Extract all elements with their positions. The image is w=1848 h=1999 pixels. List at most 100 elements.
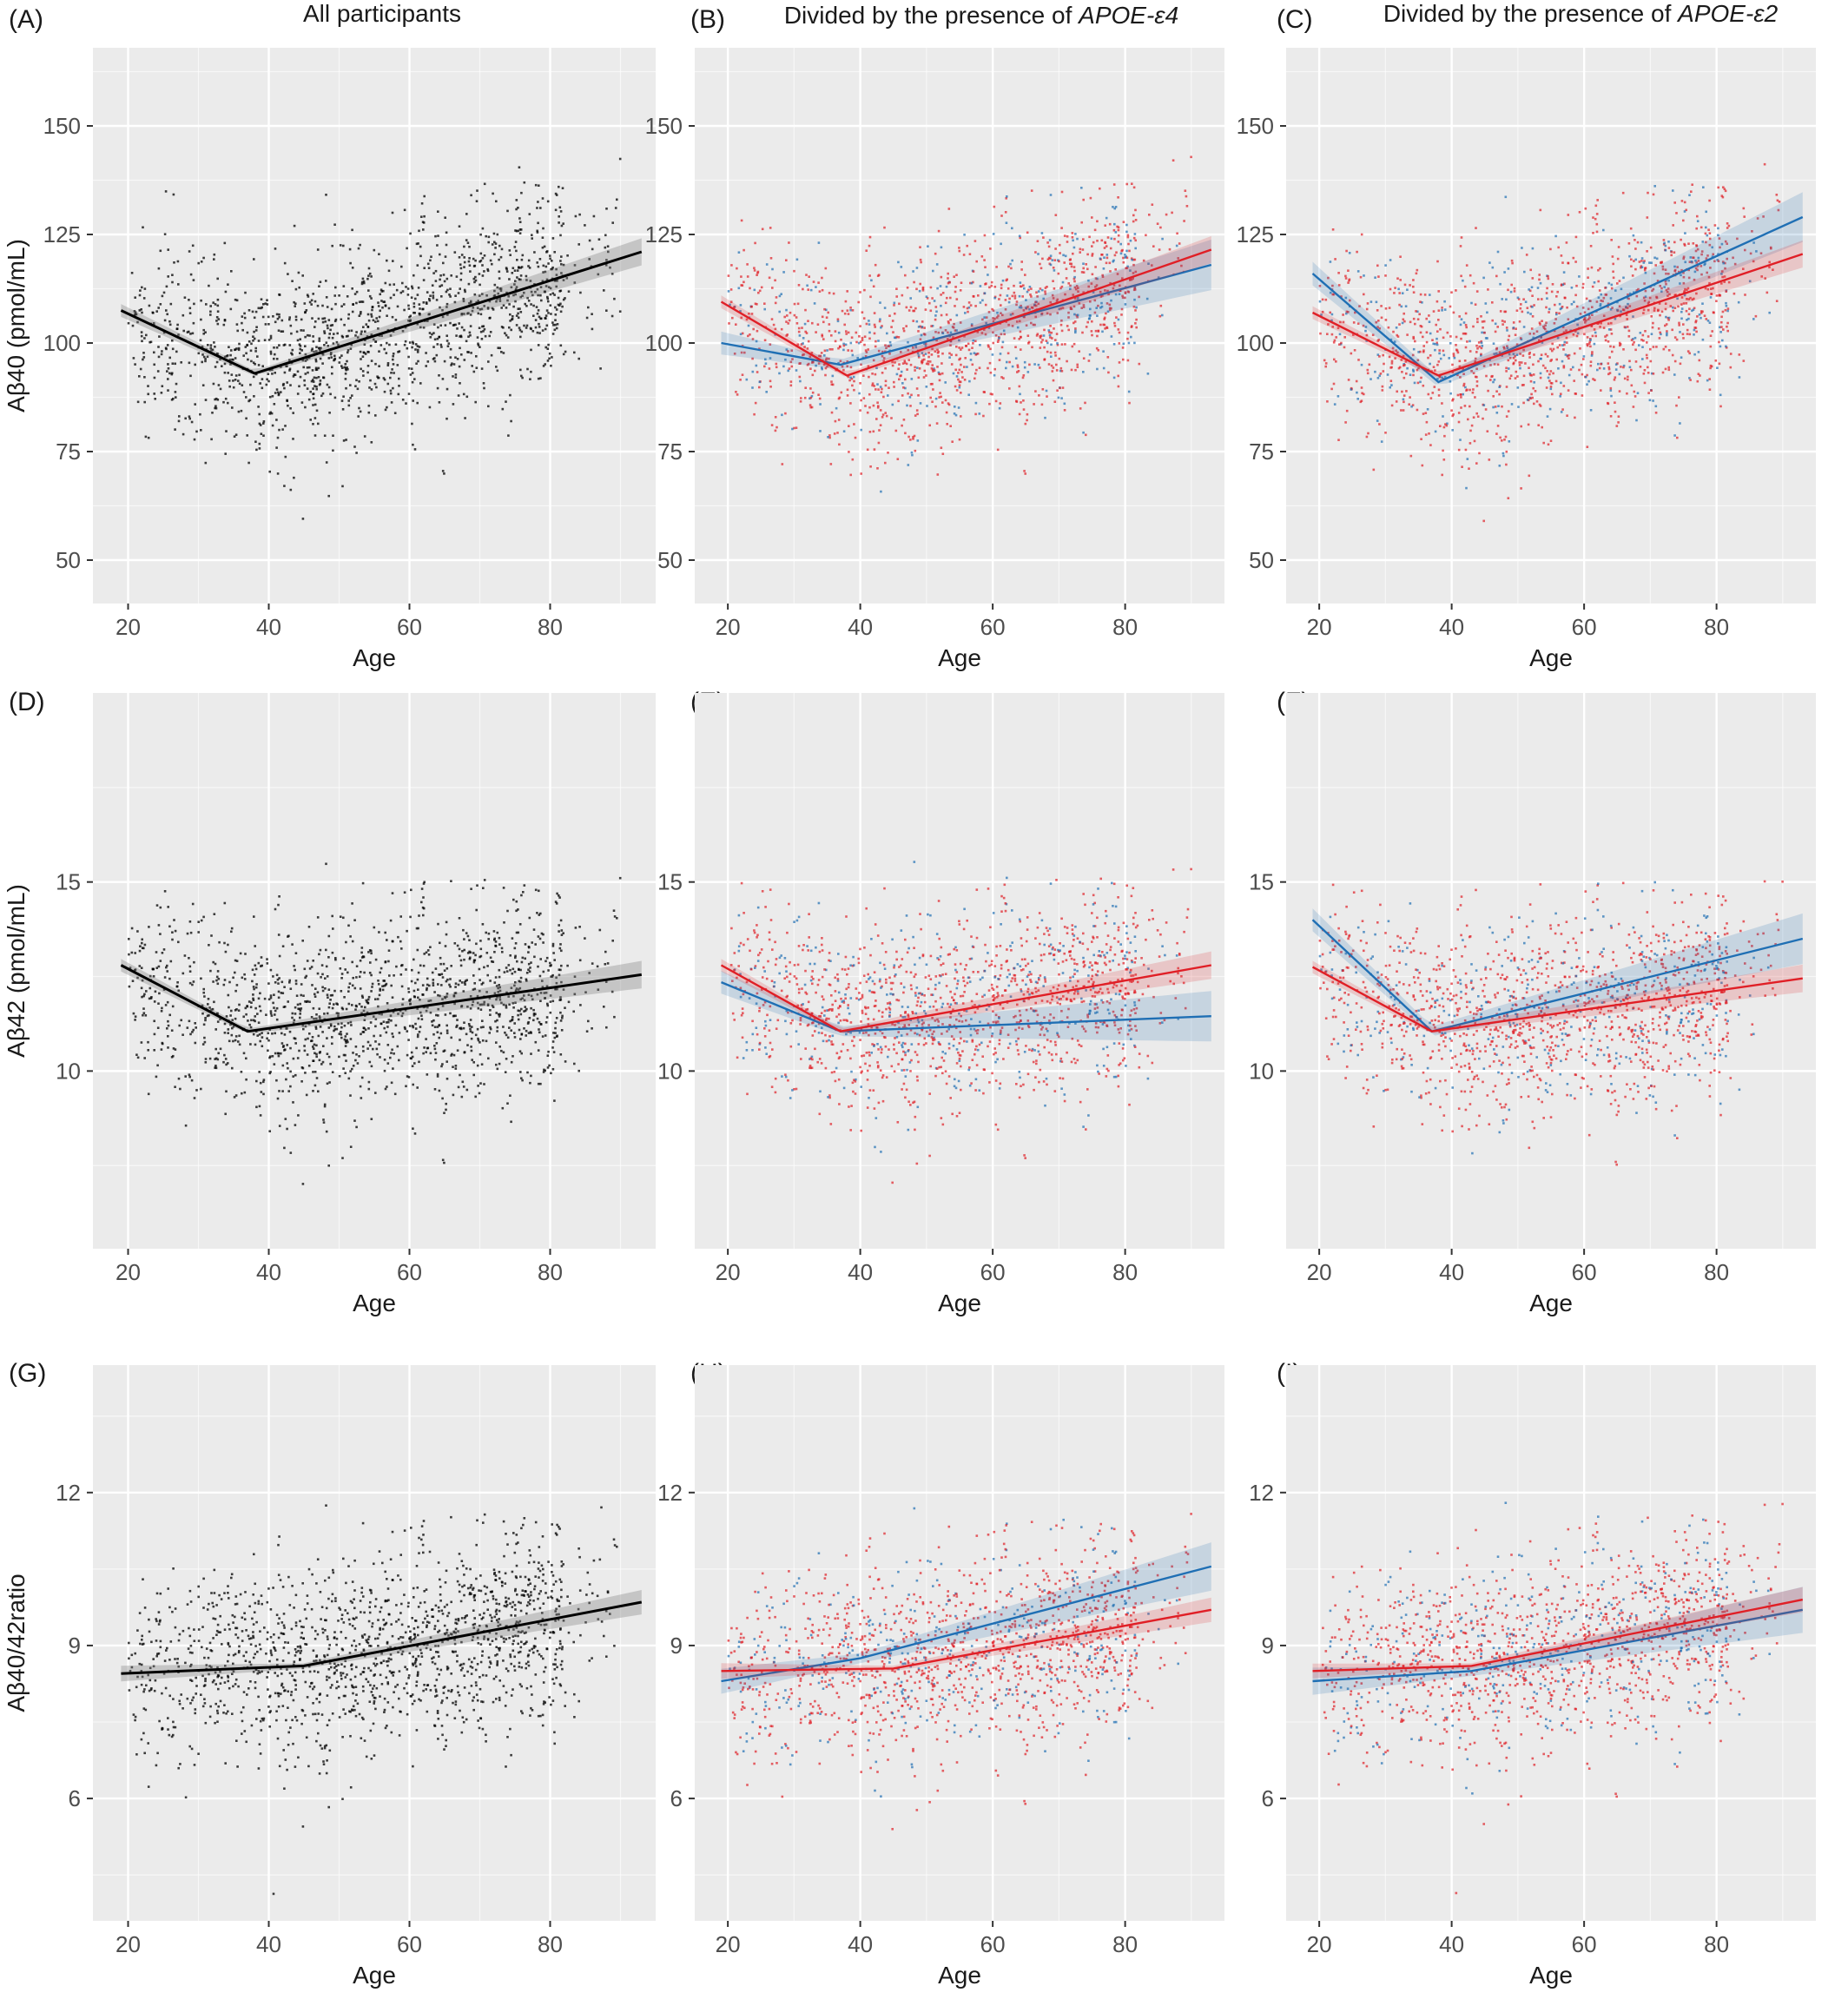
data-point [863,335,867,338]
data-point [1528,351,1531,354]
data-point [903,360,907,362]
data-point [250,342,253,346]
data-point [318,1015,321,1018]
data-point [1589,339,1592,341]
data-point [1622,364,1626,367]
data-point [1058,243,1061,247]
data-point [153,1032,156,1036]
data-point [1117,385,1120,388]
data-point [1607,302,1610,306]
data-point [1130,335,1132,339]
data-point [300,329,302,332]
data-point [520,266,524,268]
data-point [378,365,380,367]
data-point [788,319,791,322]
data-point [1659,331,1661,334]
data-point [1475,344,1478,347]
data-point [1067,316,1070,319]
data-point [1557,246,1560,249]
data-point [1091,245,1093,247]
data-point [780,327,783,331]
data-point [166,370,168,373]
data-point [428,332,432,334]
data-point [1122,358,1125,361]
data-point [771,267,774,271]
data-point [1134,309,1137,312]
data-point [1667,319,1670,321]
data-point [295,330,299,333]
data-point [478,273,481,275]
data-point [496,369,499,373]
data-point [1115,316,1118,319]
data-point [1613,346,1615,348]
data-point [289,1070,292,1073]
data-point [345,386,347,390]
data-point [815,331,817,333]
data-point [1117,241,1120,243]
data-point [1335,360,1337,363]
data-point [318,337,321,340]
data-point [174,362,176,366]
data-point [1063,402,1066,406]
data-point [459,272,463,275]
data-point [1532,373,1535,376]
data-point [276,472,280,475]
data-point [1018,234,1021,238]
data-point [1125,182,1128,186]
data-point [294,305,296,307]
data-point [1023,366,1026,369]
data-point [1696,268,1699,272]
data-point [277,393,280,397]
data-point [1126,290,1130,293]
data-point [286,1044,288,1046]
data-point [524,302,526,306]
data-point [487,932,491,935]
data-point [556,280,558,282]
data-point [1649,347,1652,351]
data-point [454,376,458,379]
data-point [1466,388,1468,392]
data-point [271,424,274,427]
data-point [500,247,504,251]
data-point [361,300,365,303]
data-point [1530,393,1533,396]
data-point [1064,343,1066,346]
data-point [127,321,130,325]
data-point [315,409,319,412]
data-point [289,1151,293,1154]
data-point [558,290,561,293]
data-point [984,303,987,307]
data-point [789,360,793,364]
data-point [317,376,320,379]
data-point [314,368,318,372]
data-point [819,403,822,406]
data-point [310,303,313,306]
data-point [380,290,383,293]
data-point [1016,364,1020,366]
data-point [1548,407,1552,411]
data-point [906,368,908,371]
data-point [417,360,419,363]
data-point [324,320,327,323]
data-point [1366,368,1370,372]
data-point [1428,320,1431,323]
data-point [1671,328,1673,332]
data-point [1050,343,1053,346]
data-point [898,363,901,366]
data-point [386,314,388,317]
data-point [237,1040,240,1043]
data-point [200,977,202,980]
data-point [515,229,518,233]
data-point [276,391,280,394]
data-point [383,390,386,393]
data-point [882,360,885,363]
data-point [464,290,466,294]
data-point [1450,409,1453,412]
data-point [804,386,807,389]
data-point [260,298,263,300]
data-point [1037,363,1040,366]
data-point [254,350,257,353]
data-point [1775,194,1779,196]
data-point [1112,183,1116,186]
data-point [1480,341,1483,345]
